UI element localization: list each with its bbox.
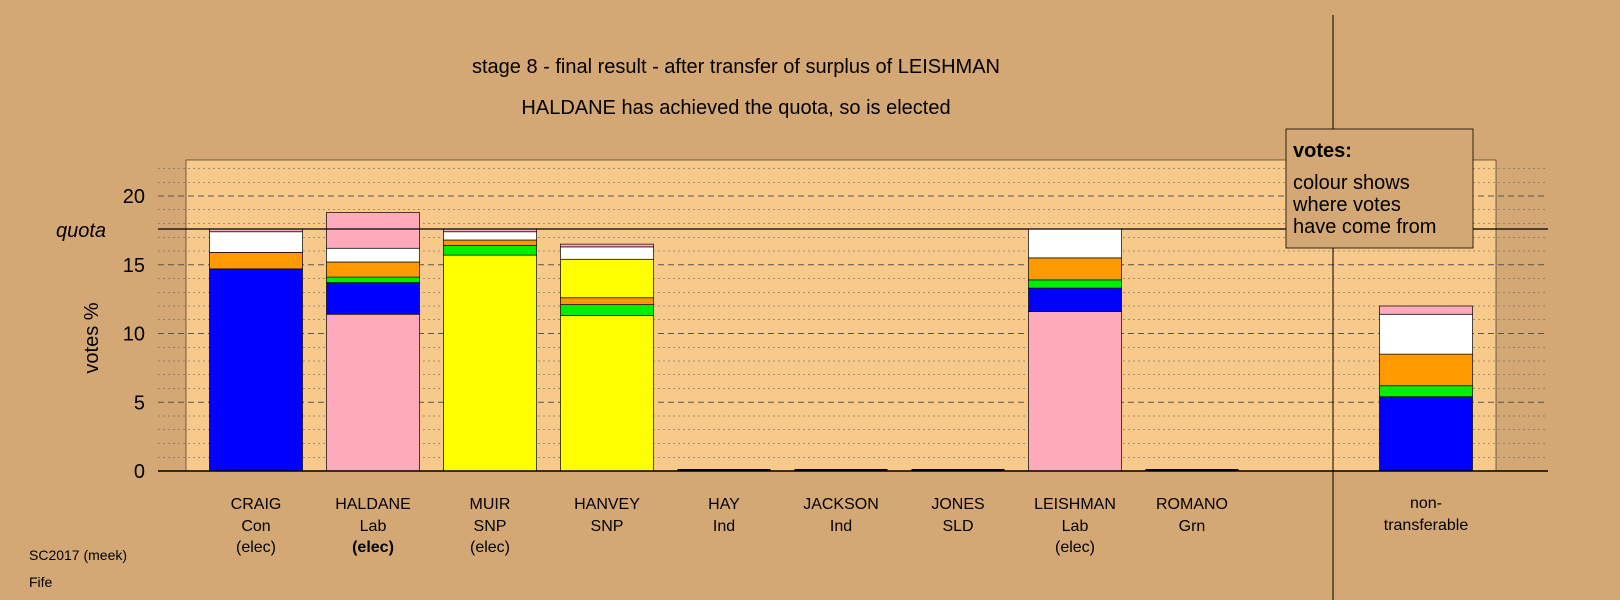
bar-segment-leishman-sld <box>1028 257 1122 281</box>
candidate-name-jackson: JACKSON <box>803 496 879 513</box>
candidate-name-leishman: LEISHMAN <box>1034 496 1116 513</box>
candidate-name-hanvey: HANVEY <box>574 496 640 513</box>
candidate-status-haldane: (elec) <box>352 539 394 556</box>
legend-line-3: have come from <box>1293 216 1436 238</box>
bars <box>209 212 1473 472</box>
y-tick-label: 10 <box>123 324 145 346</box>
y-tick-label: 0 <box>134 461 145 483</box>
legend-title: votes: <box>1293 140 1352 162</box>
candidate-party-jackson: Ind <box>830 518 852 535</box>
footer-region: Fife <box>29 574 53 590</box>
candidate-party-romano: Grn <box>1179 518 1206 535</box>
bar-segment-leishman-lab <box>1028 311 1122 472</box>
candidate-name-hay: HAY <box>708 496 740 513</box>
bar-segment-haldane-ind <box>326 247 420 263</box>
bar-segment-leishman-grn <box>1028 279 1122 289</box>
bar-segment-nontransferable-ind <box>1379 313 1473 355</box>
candidate-party-craig: Con <box>241 518 270 535</box>
bar-segment-muir-ind <box>443 231 537 241</box>
y-axis-label: votes % <box>81 302 103 373</box>
legend-line-2: where votes <box>1292 194 1401 216</box>
nontransferable-label-line1: non- <box>1410 495 1442 512</box>
candidate-status-craig: (elec) <box>236 539 276 556</box>
candidate-name-craig: CRAIG <box>231 496 282 513</box>
bar-segment-haldane-con <box>326 282 420 315</box>
bar-segment-craig-sld <box>209 252 303 270</box>
candidate-party-hanvey: SNP <box>591 518 624 535</box>
bar-segment-haldane-grn <box>326 276 420 283</box>
bar-segment-hanvey-lab <box>560 243 654 248</box>
bar-segment-muir-grn <box>443 245 537 256</box>
bar-segment-nontransferable-sld <box>1379 353 1473 387</box>
footer-election: SC2017 (meek) <box>29 547 127 563</box>
bar-segment-hanvey-sld <box>560 297 654 305</box>
candidate-name-muir: MUIR <box>470 496 511 513</box>
candidate-party-muir: SNP <box>474 518 507 535</box>
nontransferable-label-line2: transferable <box>1384 517 1469 534</box>
bar-segment-nontransferable-grn <box>1379 385 1473 398</box>
candidate-status-leishman: (elec) <box>1055 539 1095 556</box>
legend: votes: colour shows where votes have com… <box>1285 128 1474 249</box>
candidate-party-jones: SLD <box>942 518 973 535</box>
bar-segment-craig-con <box>209 268 303 472</box>
candidate-labels: CRAIG Con (elec) HALDANE Lab (elec) MUIR SNP (el… <box>231 496 1228 556</box>
bar-segment-haldane-lab <box>326 313 420 472</box>
bar-segment-haldane-lab <box>326 212 420 249</box>
candidate-status-muir: (elec) <box>470 539 510 556</box>
y-tick-label: 15 <box>123 255 145 277</box>
bar-segment-hanvey-ind <box>560 246 654 260</box>
candidate-name-romano: ROMANO <box>1156 496 1228 513</box>
chart-subtitle: HALDANE has achieved the quota, so is el… <box>521 97 950 119</box>
y-tick-label: 20 <box>123 186 145 208</box>
y-tick-label: 5 <box>134 392 145 414</box>
bar-segment-hanvey-grn <box>560 304 654 316</box>
bar-segment-leishman-con <box>1028 287 1122 312</box>
bar-segment-craig-ind <box>209 231 303 253</box>
bar-segment-hanvey-snp <box>560 258 654 299</box>
candidate-party-leishman: Lab <box>1062 518 1089 535</box>
bar-segment-haldane-sld <box>326 261 420 278</box>
chart-title: stage 8 - final result - after transfer … <box>472 56 1000 78</box>
candidate-name-jones: JONES <box>931 496 984 513</box>
legend-line-1: colour shows <box>1293 172 1410 194</box>
quota-label: quota <box>56 220 106 242</box>
candidate-party-haldane: Lab <box>360 518 387 535</box>
candidate-party-hay: Ind <box>713 518 735 535</box>
bar-segment-muir-sld <box>443 239 537 246</box>
candidate-name-haldane: HALDANE <box>335 496 411 513</box>
bar-segment-leishman-ind <box>1028 228 1122 259</box>
bar-segment-nontransferable-con <box>1379 396 1473 472</box>
y-axis-ticks: 0 5 10 15 20 <box>123 186 145 483</box>
bar-segment-muir-snp <box>443 254 537 472</box>
bar-segment-nontransferable-lab <box>1379 305 1473 315</box>
bar-segment-hanvey-snp <box>560 315 654 472</box>
legend-box <box>1285 128 1474 249</box>
